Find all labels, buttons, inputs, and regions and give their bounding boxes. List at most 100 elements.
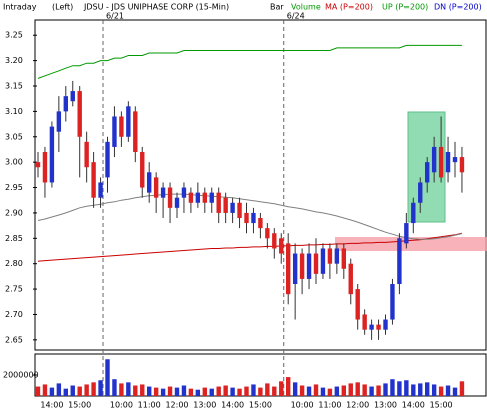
y-tick-label: 2.75 <box>5 285 23 294</box>
volume-bar <box>160 388 166 396</box>
candle-body <box>348 263 353 295</box>
candle-body <box>209 192 214 203</box>
candle-body <box>119 116 124 137</box>
y-tick-label: 2.80 <box>5 259 23 268</box>
volume-bar <box>369 386 374 396</box>
y-tick-label: 3.00 <box>5 158 23 167</box>
candle-body <box>49 126 55 183</box>
candle-body <box>327 248 333 264</box>
candle-body <box>174 197 180 208</box>
volume-bar <box>383 383 388 396</box>
volume-bar <box>105 359 110 396</box>
candle-body <box>376 324 381 330</box>
volume-bar <box>70 385 75 396</box>
candle-body <box>425 162 430 183</box>
volume-bar <box>341 385 346 396</box>
volume-bar <box>133 385 138 396</box>
volume-bar <box>216 386 221 396</box>
volume-bar <box>91 382 96 396</box>
candle-body <box>265 228 270 239</box>
volume-bar <box>445 385 451 396</box>
legend-entry: MA (P=200) <box>325 3 373 12</box>
volume-bar <box>292 382 298 396</box>
candle-body <box>140 152 145 188</box>
candle-body <box>147 172 152 193</box>
x-tick-label: 10:00 <box>291 401 314 410</box>
x-tick-label: 14:00 <box>221 401 244 410</box>
volume-bar <box>35 386 41 396</box>
x-tick-label: 14:00 <box>40 401 63 410</box>
candle-body <box>341 248 346 269</box>
candle-body <box>84 141 89 168</box>
candle-body <box>63 96 68 112</box>
volume-label: Volume <box>291 3 321 12</box>
candle-body <box>369 324 374 330</box>
x-tick-label: 13:00 <box>193 401 216 410</box>
candle-body <box>56 111 62 132</box>
candle-body <box>98 182 103 198</box>
volume-bar <box>313 384 319 396</box>
volume-bar <box>348 383 353 396</box>
candle-body <box>431 146 437 173</box>
x-tick-label: 12:00 <box>165 401 188 410</box>
volume-bar <box>286 377 291 396</box>
x-tick-label: 14:00 <box>402 401 425 410</box>
candle-body <box>244 212 249 224</box>
volume-bar <box>272 386 277 396</box>
volume-bar <box>167 386 173 396</box>
volume-bar <box>56 383 62 396</box>
candle-body <box>181 187 187 198</box>
y-tick-label: 3.05 <box>5 132 23 141</box>
volume-bar <box>362 384 367 396</box>
y-tick-label: 3.15 <box>5 82 23 91</box>
candle-body <box>223 197 228 213</box>
volume-bar <box>153 387 159 396</box>
x-tick-label: 10:00 <box>110 401 133 410</box>
volume-bar <box>425 382 430 396</box>
candle-body <box>272 233 277 249</box>
y-tick-label: 3.20 <box>5 56 23 65</box>
volume-bar <box>195 389 201 396</box>
candle-body <box>230 202 235 213</box>
x-tick-label: 11:00 <box>138 401 161 410</box>
candle-body <box>355 289 360 320</box>
volume-bar <box>411 384 416 396</box>
volume-bar <box>209 388 214 396</box>
volume-bar <box>77 386 82 396</box>
candle-body <box>188 192 194 203</box>
candle-body <box>383 319 388 330</box>
volume-bar <box>223 385 228 396</box>
x-tick-label: 15:00 <box>249 401 272 410</box>
volume-bar <box>327 388 333 396</box>
axis-side-label: (Left) <box>52 3 73 12</box>
legend-entry: UP (P=200) <box>382 3 428 12</box>
chart-title: JDSU - JDS UNIPHASE CORP (15-Min) <box>83 3 229 12</box>
candle-body <box>167 187 173 208</box>
candle-body <box>452 157 458 163</box>
candle-body <box>202 192 207 203</box>
volume-bar <box>438 386 444 396</box>
price-panel <box>34 19 487 351</box>
volume-bar <box>174 387 180 396</box>
y-tick-label: 2.90 <box>5 208 23 217</box>
volume-bar <box>42 384 48 396</box>
candle-body <box>459 157 465 173</box>
volume-bar <box>279 381 284 396</box>
date-label: 6/21 <box>106 12 124 21</box>
candle-body <box>313 253 319 274</box>
indicator-line <box>37 44 462 79</box>
volume-bar <box>299 385 305 396</box>
candle-body <box>362 314 367 330</box>
volume-bar <box>63 388 68 396</box>
candle-body <box>77 91 82 137</box>
volume-bar <box>390 379 395 396</box>
indicator-line <box>37 193 463 240</box>
volume-bar <box>431 384 437 396</box>
candle-body <box>237 202 242 218</box>
volume-bar <box>126 382 131 396</box>
candle-body <box>279 238 284 254</box>
candle-body <box>320 248 326 274</box>
volume-bar <box>397 381 402 396</box>
